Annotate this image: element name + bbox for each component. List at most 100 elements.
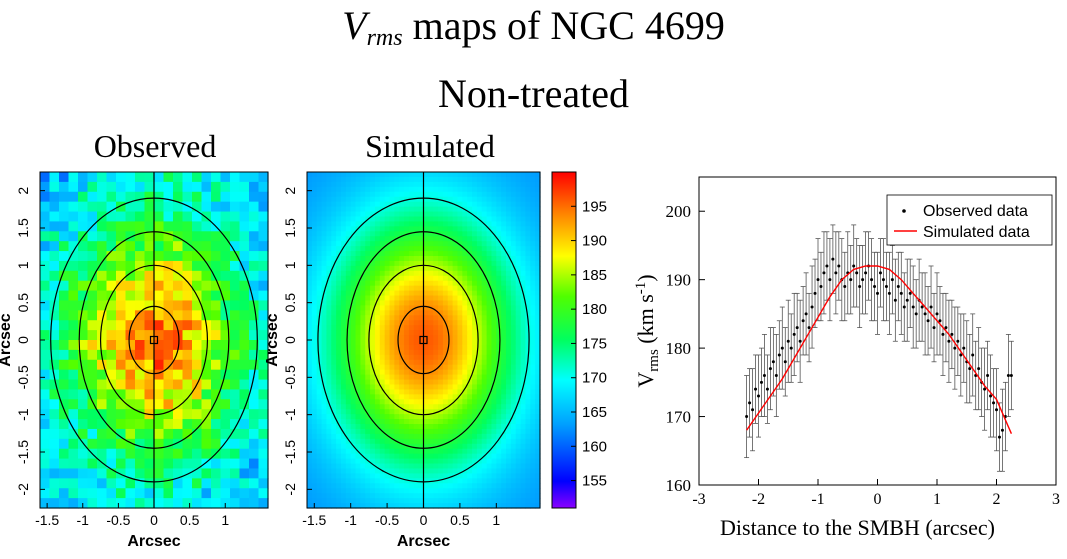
- map-pixel: [340, 379, 347, 386]
- map-pixel: [530, 196, 536, 203]
- map-pixel: [389, 176, 395, 183]
- map-pixel: [462, 251, 468, 257]
- map-pixel: [501, 354, 507, 361]
- map-pixel: [442, 503, 449, 509]
- map-pixel: [311, 325, 318, 331]
- map-pixel: [481, 226, 488, 232]
- map-pixel: [316, 458, 323, 465]
- map-pixel: [408, 448, 415, 455]
- map-pixel: [370, 330, 376, 336]
- map-pixel: [106, 191, 117, 203]
- map-pixel: [326, 196, 332, 203]
- map-pixel: [496, 201, 502, 208]
- map-pixel: [433, 503, 439, 509]
- map-pixel: [192, 389, 203, 400]
- map-pixel: [307, 359, 313, 366]
- map-pixel: [331, 221, 337, 227]
- map-pixel: [506, 226, 512, 232]
- map-pixel: [316, 478, 323, 484]
- map-pixel: [370, 424, 376, 430]
- map-pixel: [360, 290, 366, 297]
- map-pixel: [447, 453, 454, 460]
- map-pixel: [389, 433, 395, 440]
- map-pixel: [428, 374, 434, 381]
- map-pixel: [78, 310, 89, 321]
- map-pixel: [462, 354, 468, 361]
- map-pixel: [201, 438, 212, 450]
- map-pixel: [510, 389, 517, 395]
- map-pixel: [442, 315, 449, 321]
- map-pixel: [374, 181, 381, 188]
- map-pixel: [408, 503, 415, 509]
- map-pixel: [413, 176, 420, 183]
- map-pixel: [496, 176, 502, 183]
- map-pixel: [173, 379, 184, 391]
- map-pixel: [192, 419, 203, 430]
- map-pixel: [481, 394, 488, 400]
- map-pixel: [510, 256, 517, 262]
- map-pixel: [49, 409, 60, 420]
- map-pixel: [515, 404, 522, 410]
- map-pixel: [491, 340, 497, 346]
- observed-point: [852, 264, 856, 268]
- map-pixel: [40, 172, 51, 183]
- map-pixel: [510, 384, 517, 391]
- map-pixel: [355, 290, 361, 297]
- map-pixel: [423, 211, 429, 218]
- map-pixel: [501, 216, 507, 223]
- map-pixel: [404, 443, 410, 450]
- map-pixel: [408, 433, 415, 440]
- map-pixel: [355, 344, 361, 351]
- map-pixel: [144, 231, 155, 242]
- map-pixel: [154, 369, 165, 381]
- map-pixel: [467, 394, 473, 400]
- map-pixel: [408, 216, 415, 223]
- map-pixel: [144, 320, 155, 331]
- map-pixel: [220, 181, 231, 193]
- map-pixel: [491, 216, 497, 223]
- y-tick-label: -0.5: [282, 365, 298, 389]
- map-pixel: [258, 320, 269, 331]
- map-pixel: [87, 310, 98, 321]
- map-pixel: [350, 389, 357, 395]
- map-pixel: [535, 280, 541, 287]
- map-pixel: [365, 379, 371, 386]
- map-pixel: [442, 196, 449, 203]
- map-pixel: [326, 305, 332, 311]
- map-pixel: [457, 468, 463, 475]
- map-pixel: [230, 191, 241, 203]
- map-pixel: [481, 280, 488, 287]
- map-pixel: [510, 305, 517, 311]
- map-pixel: [249, 241, 260, 252]
- map-pixel: [399, 389, 405, 395]
- map-pixel: [394, 369, 400, 376]
- map-pixel: [258, 478, 269, 489]
- map-pixel: [467, 354, 473, 361]
- map-pixel: [384, 290, 391, 297]
- map-pixel: [87, 359, 98, 371]
- map-pixel: [365, 340, 371, 346]
- map-pixel: [321, 458, 328, 465]
- map-pixel: [321, 344, 328, 351]
- map-pixel: [535, 359, 541, 366]
- map-pixel: [496, 196, 502, 203]
- map-pixel: [384, 433, 391, 440]
- map-pixel: [345, 399, 352, 405]
- map-pixel: [350, 201, 357, 208]
- map-pixel: [355, 453, 361, 460]
- map-pixel: [418, 404, 425, 410]
- map-pixel: [442, 275, 449, 282]
- map-pixel: [428, 211, 434, 218]
- map-pixel: [462, 503, 468, 509]
- map-pixel: [345, 236, 352, 242]
- map-pixel: [374, 463, 381, 470]
- map-pixel: [336, 305, 342, 311]
- map-pixel: [211, 340, 222, 351]
- map-pixel: [389, 404, 395, 410]
- map-pixel: [389, 369, 395, 376]
- map-pixel: [394, 241, 400, 247]
- map-pixel: [418, 379, 425, 386]
- map-pixel: [311, 226, 318, 232]
- map-pixel: [374, 340, 381, 346]
- map-pixel: [457, 384, 463, 391]
